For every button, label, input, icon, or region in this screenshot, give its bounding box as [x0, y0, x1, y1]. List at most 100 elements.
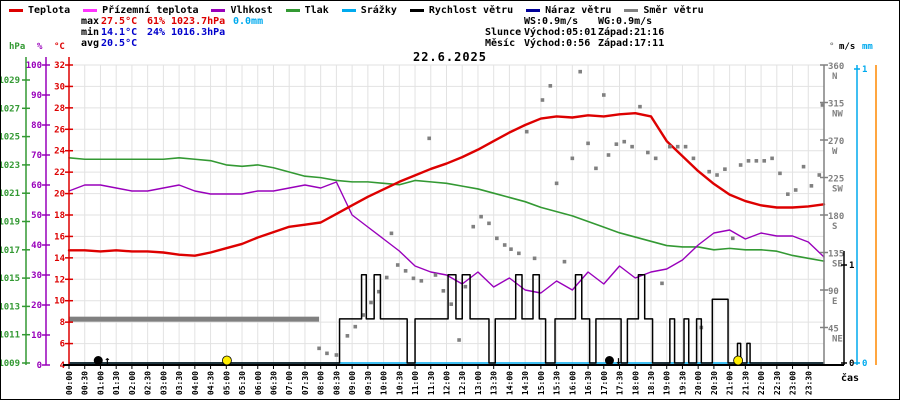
legend-item: Přízemní teplota: [83, 5, 198, 16]
svg-text:↓: ↓: [615, 354, 622, 367]
svg-text:17:30: 17:30: [616, 371, 625, 395]
svg-text:03:30: 03:30: [175, 371, 184, 395]
stat-max-label: max: [81, 16, 100, 27]
svg-text:90: 90: [828, 287, 839, 297]
svg-text:06:00: 06:00: [254, 371, 263, 395]
svg-text:18:00: 18:00: [631, 371, 640, 395]
svg-text:15:30: 15:30: [553, 371, 562, 395]
stat-avg-label: avg: [81, 38, 100, 49]
svg-text:50: 50: [31, 211, 42, 221]
stat-max-humidity: 61%: [147, 16, 166, 27]
svg-text:20: 20: [31, 301, 42, 311]
legend-item: Náraz větru: [526, 5, 611, 16]
svg-text:1027: 1027: [1, 104, 20, 114]
svg-text:40: 40: [31, 241, 42, 251]
svg-text:19:30: 19:30: [678, 371, 687, 395]
svg-text:270: 270: [828, 137, 844, 147]
svg-text:45: 45: [828, 325, 839, 335]
svg-text:21:00: 21:00: [726, 371, 735, 395]
svg-text:06:30: 06:30: [269, 371, 278, 395]
svg-text:1011: 1011: [1, 331, 20, 341]
svg-text:21:30: 21:30: [741, 371, 750, 395]
svg-text:1009: 1009: [1, 359, 20, 369]
svg-text:1015: 1015: [1, 274, 20, 284]
legend-label: Náraz větru: [545, 5, 612, 16]
svg-text:04:30: 04:30: [207, 371, 216, 395]
svg-text:32: 32: [54, 61, 65, 71]
svg-text:N: N: [832, 72, 837, 82]
legend-label: Teplota: [28, 5, 71, 16]
wind-gust-stat: WG:0.9m/s: [598, 16, 653, 27]
svg-text:01:00: 01:00: [96, 371, 105, 395]
svg-text:08:00: 08:00: [317, 371, 326, 395]
svg-text:23:00: 23:00: [789, 371, 798, 395]
svg-text:180: 180: [828, 212, 844, 222]
stat-min-label: min: [81, 27, 100, 38]
svg-text:4: 4: [60, 361, 66, 371]
svg-text:03:00: 03:00: [159, 371, 168, 395]
svg-text:NE: NE: [832, 335, 843, 345]
svg-text:315: 315: [828, 100, 844, 110]
svg-text:13:00: 13:00: [474, 371, 483, 395]
svg-text:90: 90: [31, 91, 42, 101]
legend-swatch-icon: [9, 9, 23, 12]
sunrise-time: Východ:05:01: [524, 27, 597, 38]
legend-swatch-icon: [526, 9, 541, 12]
svg-text:11:00: 11:00: [411, 371, 420, 395]
svg-text:09:00: 09:00: [348, 371, 357, 395]
svg-text:SW: SW: [832, 185, 843, 195]
svg-text:07:00: 07:00: [285, 371, 294, 395]
svg-text:20: 20: [54, 190, 65, 200]
svg-text:20:00: 20:00: [694, 371, 703, 395]
svg-text:00:30: 00:30: [81, 371, 90, 395]
legend: Teplota Přízemní teplota Vlhkost Tlak Srážky…: [9, 5, 704, 16]
legend-swatch-icon: [341, 9, 356, 12]
svg-text:08:30: 08:30: [332, 371, 341, 395]
svg-text:26: 26: [54, 125, 65, 135]
svg-text:18:30: 18:30: [647, 371, 656, 395]
svg-text:°C: °C: [54, 42, 65, 52]
svg-text:30: 30: [54, 82, 65, 92]
svg-text:13:30: 13:30: [490, 371, 499, 395]
svg-text:1025: 1025: [1, 133, 20, 143]
stat-max-pressure: 1023.7hPa: [171, 16, 226, 27]
svg-text:10: 10: [31, 331, 42, 341]
legend-label: Rychlost větru: [428, 5, 514, 16]
svg-text:01:30: 01:30: [112, 371, 121, 395]
svg-text:07:30: 07:30: [301, 371, 310, 395]
moonset-time: Západ:17:11: [598, 38, 665, 49]
svg-text:11:30: 11:30: [427, 371, 436, 395]
svg-text:8: 8: [60, 318, 65, 328]
svg-text:1029: 1029: [1, 76, 20, 86]
svg-text:22:00: 22:00: [757, 371, 766, 395]
wind-speed-stat: WS:0.9m/s: [524, 16, 579, 27]
svg-text:1023: 1023: [1, 161, 20, 171]
legend-swatch-icon: [83, 9, 98, 12]
legend-item: Srážky: [341, 5, 397, 16]
legend-label: Přízemní teplota: [102, 5, 199, 16]
svg-text:m/s: m/s: [839, 42, 855, 52]
moonrise-time: Východ:0:56: [524, 38, 591, 49]
svg-text:225: 225: [828, 175, 844, 185]
svg-text:100: 100: [26, 61, 42, 71]
svg-text:30: 30: [31, 271, 42, 281]
svg-text:360: 360: [828, 62, 844, 72]
legend-item: Tlak: [285, 5, 329, 16]
svg-text:80: 80: [31, 121, 42, 131]
svg-text:23:30: 23:30: [804, 371, 813, 395]
sun-label: Slunce: [485, 27, 522, 38]
svg-text:1017: 1017: [1, 246, 20, 256]
svg-text:0: 0: [862, 359, 867, 369]
svg-text:16:30: 16:30: [584, 371, 593, 395]
svg-text:20:30: 20:30: [710, 371, 719, 395]
stat-min-humidity: 24%: [147, 27, 166, 38]
svg-text:12:30: 12:30: [458, 371, 467, 395]
legend-label: Srážky: [360, 5, 397, 16]
svg-text:E: E: [832, 297, 837, 307]
legend-item: Vlhkost: [211, 5, 273, 16]
svg-text:09:30: 09:30: [364, 371, 373, 395]
stat-avg-temp: 20.5°C: [101, 38, 138, 49]
svg-text:16:00: 16:00: [568, 371, 577, 395]
